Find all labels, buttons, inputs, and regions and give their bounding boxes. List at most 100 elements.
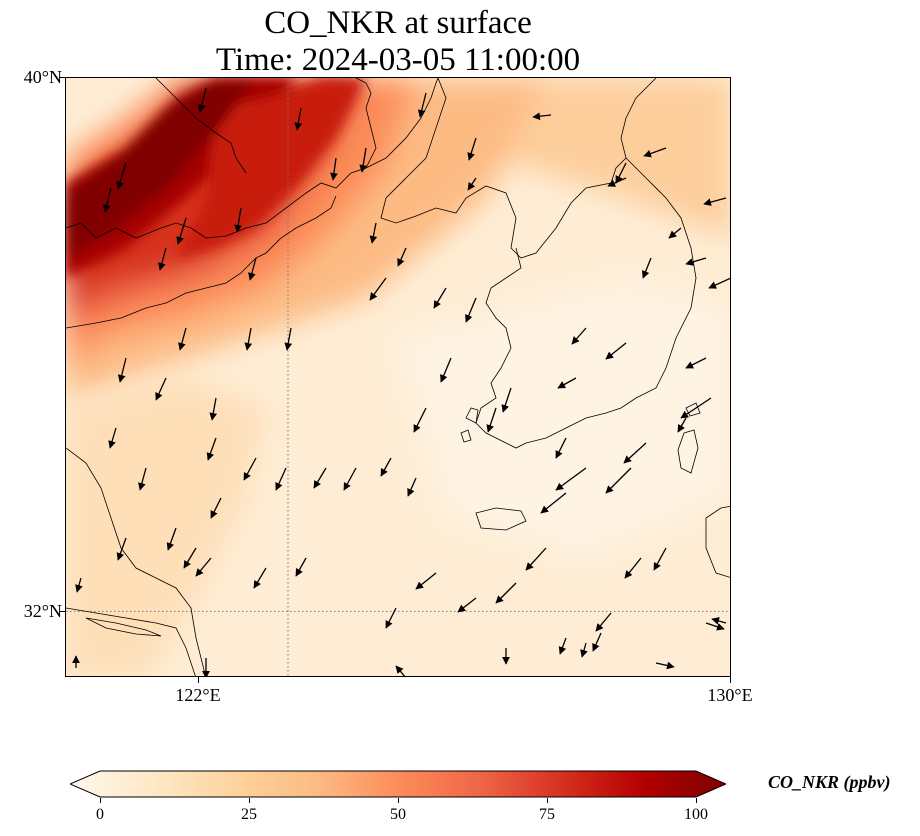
wind-arrow <box>369 277 387 301</box>
wind-arrow <box>624 557 642 579</box>
colorbar-title: CO_NKR (ppbv) <box>768 772 891 792</box>
coastline-jeju <box>475 507 527 531</box>
wind-arrow <box>495 582 517 604</box>
colorbar-tick-label: 25 <box>241 806 257 823</box>
wind-arrow <box>234 207 243 233</box>
coastline-korea-east <box>625 157 697 399</box>
wind-arrow <box>677 417 687 433</box>
coastline-korea-north <box>380 78 657 259</box>
wind-arrow <box>680 397 712 419</box>
colorbar-tick-mark <box>398 798 399 803</box>
wind-arrow <box>359 147 368 173</box>
wind-arrow <box>457 597 477 613</box>
wind-arrow <box>116 537 127 561</box>
colorbar-tick-label: 75 <box>539 806 555 823</box>
wind-arrow <box>643 147 667 158</box>
wind-arrow <box>75 577 83 593</box>
chart-title: CO_NKR at surface <box>264 5 532 41</box>
coastline-kyushu <box>705 505 730 578</box>
wind-arrow <box>555 467 587 491</box>
wind-arrow <box>486 407 497 433</box>
coastline-liaodong <box>365 78 439 169</box>
wind-arrow <box>467 137 477 161</box>
wind-arrow <box>703 197 727 206</box>
wind-arrow <box>417 92 427 118</box>
wind-arrow <box>248 257 257 281</box>
wind-arrow <box>653 547 667 571</box>
wind-arrow <box>623 442 647 464</box>
wind-arrow <box>580 642 588 658</box>
coastline-shandong <box>66 195 337 329</box>
wind-arrow <box>195 557 212 577</box>
wind-arrow <box>655 661 675 670</box>
wind-arrow <box>117 357 127 383</box>
wind-vectors <box>72 87 730 676</box>
lat-tick-40 <box>59 77 65 78</box>
wind-arrow <box>138 467 147 491</box>
wind-arrow <box>209 397 218 421</box>
lat-tick-label-top: 40°N <box>23 67 62 87</box>
wind-arrow <box>166 527 177 551</box>
coastline-yangtze-delta <box>66 607 196 676</box>
wind-arrow <box>102 187 112 213</box>
wind-arrow <box>385 607 397 629</box>
wind-arrow <box>540 492 567 514</box>
colorbar-tick-mark <box>696 798 697 803</box>
wind-arrow <box>294 107 303 131</box>
wind-arrow <box>685 257 707 266</box>
wind-arrow <box>465 297 477 323</box>
lat-tick-label-bottom: 32°N <box>23 601 62 621</box>
wind-arrow <box>275 467 287 491</box>
wind-arrow <box>555 437 567 459</box>
wind-arrow <box>708 277 730 289</box>
wind-arrow <box>571 327 587 345</box>
wind-arrow <box>557 377 577 389</box>
colorbar-tick-mark <box>249 798 250 803</box>
wind-arrow <box>380 457 392 477</box>
wind-arrow <box>711 617 727 625</box>
coastline-yangtze-island <box>85 617 162 637</box>
wind-arrow <box>668 227 682 239</box>
wind-arrow <box>210 497 222 519</box>
wind-arrow <box>685 357 707 369</box>
wind-arrow <box>206 437 217 461</box>
wind-arrow <box>178 327 187 351</box>
coastlines <box>66 78 730 676</box>
wind-arrow <box>197 87 207 113</box>
wind-arrow <box>558 637 567 655</box>
concentration-field <box>66 78 730 676</box>
wind-arrow <box>330 157 338 181</box>
lon-tick-label-left: 122°E <box>175 685 221 705</box>
wind-arrow <box>595 612 612 632</box>
colorbar-tick-label: 100 <box>684 806 708 823</box>
wind-arrow <box>108 427 117 449</box>
wind-arrow <box>440 357 452 383</box>
wind-arrow <box>415 572 437 590</box>
lon-tick-122 <box>198 677 199 683</box>
wind-arrow <box>158 247 167 271</box>
wind-arrow <box>155 377 167 401</box>
wind-arrow <box>605 342 627 360</box>
wind-arrow <box>397 247 407 267</box>
colorbar-tick-mark <box>547 798 548 803</box>
colorbar <box>70 770 726 798</box>
wind-arrow <box>525 547 547 571</box>
wind-arrow <box>369 222 378 244</box>
wind-arrow <box>501 387 512 413</box>
coastline-korea-south <box>475 247 637 449</box>
colorbar-tick-label: 0 <box>96 806 104 823</box>
lat-tick-32 <box>59 611 65 612</box>
wind-arrow <box>244 327 253 351</box>
map-plot-area <box>65 77 731 677</box>
colorbar-tick-label: 50 <box>390 806 406 823</box>
lon-tick-label-right: 130°E <box>707 685 753 705</box>
wind-arrow <box>615 162 627 184</box>
wind-arrow <box>284 327 293 351</box>
coastline-north-china <box>66 78 377 239</box>
map-gridlines <box>66 78 730 676</box>
coastline-tsushima <box>677 429 699 474</box>
wind-arrow <box>295 557 307 577</box>
wind-arrow <box>313 467 327 489</box>
wind-arrow <box>413 407 427 433</box>
colorbar-tick-mark <box>100 798 101 803</box>
